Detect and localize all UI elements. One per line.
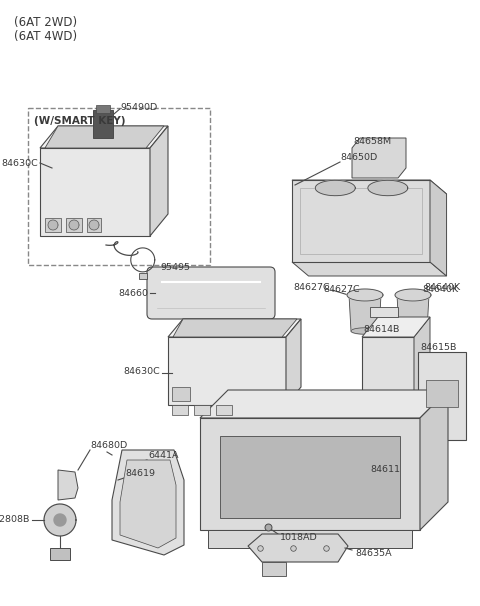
Polygon shape xyxy=(48,220,58,230)
Polygon shape xyxy=(89,220,99,230)
Polygon shape xyxy=(292,180,430,262)
Text: 84658M: 84658M xyxy=(353,138,391,147)
Polygon shape xyxy=(120,460,176,548)
Polygon shape xyxy=(292,180,446,194)
Polygon shape xyxy=(168,337,286,405)
Text: 95495: 95495 xyxy=(161,264,191,272)
Polygon shape xyxy=(292,262,446,276)
Polygon shape xyxy=(347,289,383,301)
Polygon shape xyxy=(200,390,448,418)
Polygon shape xyxy=(69,220,79,230)
Text: 84635A: 84635A xyxy=(355,548,392,558)
Text: (6AT 2WD): (6AT 2WD) xyxy=(14,16,77,29)
Text: 6441A: 6441A xyxy=(148,451,179,461)
Text: (6AT 4WD): (6AT 4WD) xyxy=(14,30,77,43)
Text: (W/SMART KEY): (W/SMART KEY) xyxy=(34,116,125,126)
Polygon shape xyxy=(45,126,164,148)
Polygon shape xyxy=(414,317,430,415)
Polygon shape xyxy=(349,295,381,331)
Polygon shape xyxy=(362,317,430,337)
Polygon shape xyxy=(368,181,408,196)
Bar xyxy=(139,273,147,279)
Polygon shape xyxy=(420,390,448,530)
Text: 84630C: 84630C xyxy=(123,367,160,376)
Text: 84614B: 84614B xyxy=(363,325,399,335)
Polygon shape xyxy=(40,126,168,148)
Bar xyxy=(87,218,101,232)
Polygon shape xyxy=(248,534,348,562)
Bar xyxy=(50,548,70,560)
Polygon shape xyxy=(173,319,297,337)
Polygon shape xyxy=(168,319,301,337)
Polygon shape xyxy=(370,307,398,317)
Text: 92808B: 92808B xyxy=(0,516,30,525)
Polygon shape xyxy=(395,289,431,301)
Polygon shape xyxy=(150,126,168,236)
Bar xyxy=(66,218,82,232)
Bar xyxy=(28,108,210,265)
Bar xyxy=(172,405,188,415)
Polygon shape xyxy=(112,450,184,555)
Polygon shape xyxy=(418,352,466,440)
Text: 84627C: 84627C xyxy=(293,282,330,291)
Text: 1018AD: 1018AD xyxy=(280,533,318,542)
Polygon shape xyxy=(54,514,66,526)
Polygon shape xyxy=(44,504,76,536)
Polygon shape xyxy=(352,138,406,178)
Text: 84615B: 84615B xyxy=(420,344,456,353)
Polygon shape xyxy=(430,180,446,276)
Polygon shape xyxy=(208,530,412,548)
Text: 84619: 84619 xyxy=(125,470,155,479)
Polygon shape xyxy=(351,328,379,334)
Polygon shape xyxy=(399,328,427,334)
Bar xyxy=(216,405,232,415)
Polygon shape xyxy=(397,295,429,331)
Bar xyxy=(172,387,190,401)
Polygon shape xyxy=(362,337,414,415)
Polygon shape xyxy=(200,418,420,530)
Polygon shape xyxy=(315,181,355,196)
Text: 95490D: 95490D xyxy=(121,104,158,113)
Text: 84640K: 84640K xyxy=(422,284,458,293)
Polygon shape xyxy=(286,319,301,405)
Text: 84627C: 84627C xyxy=(324,284,360,293)
Bar xyxy=(93,110,113,138)
Text: 84680D: 84680D xyxy=(90,441,127,450)
Text: 84611: 84611 xyxy=(370,465,400,474)
Bar xyxy=(45,218,61,232)
Bar xyxy=(194,405,210,415)
FancyBboxPatch shape xyxy=(147,267,275,319)
Text: 84660: 84660 xyxy=(118,288,148,298)
Polygon shape xyxy=(220,436,400,518)
Polygon shape xyxy=(58,470,78,500)
Polygon shape xyxy=(426,380,458,407)
Polygon shape xyxy=(40,148,150,236)
Text: 84640K: 84640K xyxy=(424,282,460,291)
Text: 84650D: 84650D xyxy=(340,153,377,162)
Text: 84630C: 84630C xyxy=(1,159,38,167)
Bar xyxy=(96,105,110,113)
Polygon shape xyxy=(262,562,286,576)
